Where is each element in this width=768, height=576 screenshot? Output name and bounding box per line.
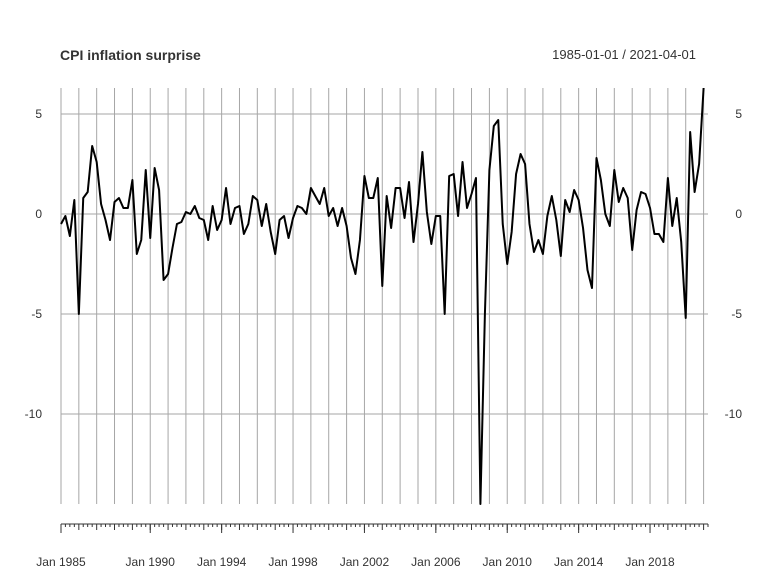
tick-labels: 5 5 0 0 -5 -5 -10 -10 Jan 1985 Jan 1990 Jan 1994 Ja… — [25, 107, 743, 569]
x-tick-label: Jan 2002 — [340, 555, 390, 569]
x-tick-label: Jan 2010 — [483, 555, 533, 569]
y-tick-label-right: 0 — [735, 207, 742, 221]
grid — [60, 88, 708, 504]
y-tick-label-right: -10 — [725, 407, 743, 421]
x-tick-label: Jan 1994 — [197, 555, 247, 569]
y-tick-label-left: 5 — [35, 107, 42, 121]
axes — [60, 523, 709, 533]
date-range-label: 1985-01-01 / 2021-04-01 — [552, 47, 696, 62]
x-tick-label: Jan 2018 — [625, 555, 675, 569]
x-tick-label: Jan 2006 — [411, 555, 461, 569]
x-tick-label: Jan 1990 — [126, 555, 176, 569]
x-tick-label: Jan 1985 — [36, 555, 86, 569]
series-layer — [60, 87, 705, 505]
y-tick-label-left: 0 — [35, 207, 42, 221]
y-tick-label-left: -10 — [25, 407, 43, 421]
x-tick-label: Jan 1998 — [268, 555, 318, 569]
y-tick-label-right: 5 — [735, 107, 742, 121]
y-tick-label-right: -5 — [731, 307, 742, 321]
x-tick-label: Jan 2014 — [554, 555, 604, 569]
series-line-cpi-surprise — [60, 87, 705, 505]
y-tick-label-left: -5 — [31, 307, 42, 321]
chart-title: CPI inflation surprise — [60, 47, 201, 63]
